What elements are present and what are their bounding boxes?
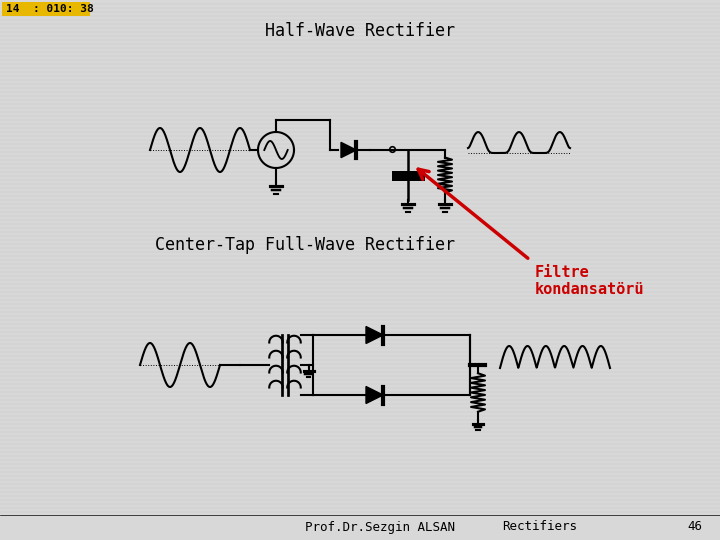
Text: Filtre
kondansatörü: Filtre kondansatörü [535,265,644,298]
Polygon shape [341,143,356,158]
Polygon shape [366,387,383,403]
Polygon shape [366,327,383,343]
FancyBboxPatch shape [2,2,90,16]
Text: Center-Tap Full-Wave Rectifier: Center-Tap Full-Wave Rectifier [155,236,455,254]
Text: Half-Wave Rectifier: Half-Wave Rectifier [265,22,455,40]
Text: 46: 46 [688,521,703,534]
Text: Prof.Dr.Sezgin ALSAN: Prof.Dr.Sezgin ALSAN [305,521,455,534]
Text: 14  : 010: 38: 14 : 010: 38 [6,4,94,14]
Text: Rectifiers: Rectifiers [503,521,577,534]
